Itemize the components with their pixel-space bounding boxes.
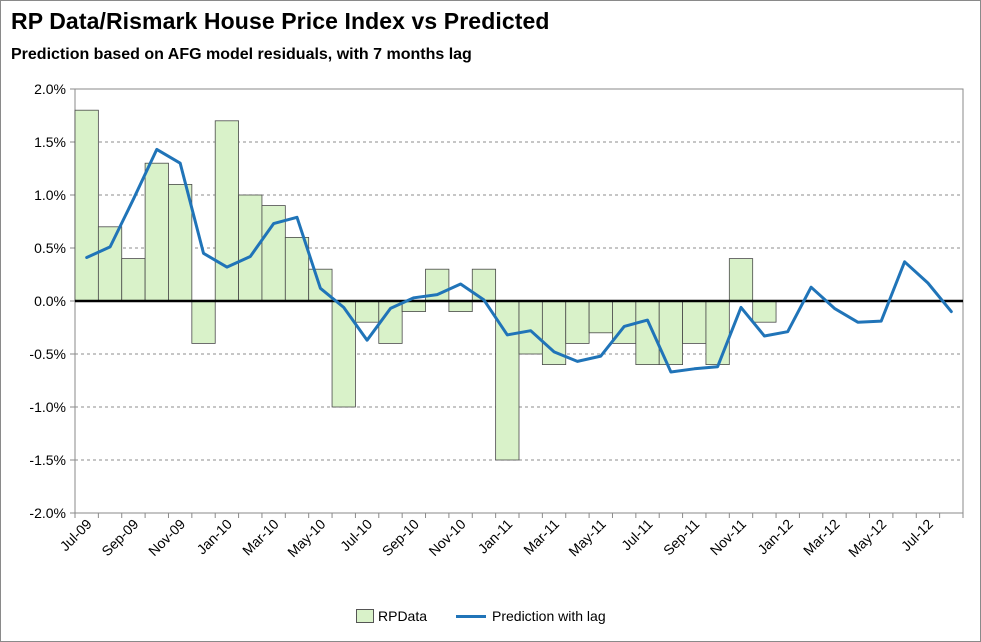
x-tick-label: Nov-10: [425, 516, 468, 559]
chart-title: RP Data/Rismark House Price Index vs Pre…: [11, 8, 550, 34]
y-tick-label: 0.5%: [34, 240, 66, 256]
y-tick-label: -1.5%: [29, 452, 66, 468]
prediction-line: [85, 147, 953, 374]
y-tick-label: 2.0%: [34, 81, 66, 97]
x-tick-label: Sep-11: [660, 516, 703, 559]
bar-Jul-09: [74, 109, 99, 302]
x-tick-label: Jul-10: [337, 516, 375, 554]
bar-Nov-09: [168, 183, 193, 302]
x-tick-label: Jul-09: [57, 516, 95, 554]
y-tick-label: -1.0%: [29, 399, 66, 415]
bar-Sep-09: [121, 258, 146, 302]
x-tick-label: Jul-11: [618, 516, 656, 554]
x-tick-label: Sep-09: [98, 516, 141, 559]
chart-legend: RPData Prediction with lag: [0, 606, 981, 626]
x-tick-label: May-10: [284, 516, 328, 560]
bar-Feb-11: [518, 300, 543, 355]
legend-item-rpdata: RPData: [356, 606, 427, 626]
y-tick-label: -0.5%: [29, 346, 66, 362]
y-tick-label: 1.0%: [34, 187, 66, 203]
x-tick-label: Jan-10: [193, 516, 235, 558]
x-tick-label: May-12: [845, 516, 889, 560]
bar-Dec-09: [191, 300, 216, 344]
y-tick-label: 0.0%: [34, 293, 66, 309]
legend-item-prediction: Prediction with lag: [456, 606, 606, 626]
bar-Jul-11: [635, 300, 660, 365]
x-tick-label: Nov-09: [145, 516, 188, 559]
bar-Dec-11: [752, 300, 777, 323]
bar-Apr-11: [565, 300, 590, 344]
bar-Feb-10: [238, 194, 263, 302]
x-tick-label: Jul-12: [898, 516, 936, 554]
bar-May-11: [588, 300, 613, 334]
bar-Oct-09: [144, 162, 169, 302]
x-tick-label: Sep-10: [379, 516, 422, 559]
chart-subtitle: Prediction based on AFG model residuals,…: [11, 46, 472, 63]
x-tick-label: Nov-11: [707, 516, 750, 559]
legend-swatch-bar: [356, 609, 374, 623]
x-tick-label: Mar-10: [239, 516, 282, 559]
bar-Apr-10: [284, 236, 310, 302]
bar-Aug-09: [97, 226, 123, 302]
x-tick-label: Mar-12: [800, 516, 843, 559]
bar-Oct-11: [705, 300, 730, 365]
bar-Nov-11: [728, 258, 754, 302]
bar-Nov-10: [448, 300, 473, 313]
legend-label-prediction: Prediction with lag: [492, 608, 606, 624]
x-tick-label: Mar-11: [520, 516, 562, 558]
legend-swatch-line: [456, 614, 486, 618]
bar-Dec-10: [471, 268, 497, 302]
x-tick-label: May-11: [565, 516, 609, 560]
x-tick-label: Jan-11: [475, 516, 516, 557]
bar-Sep-11: [682, 300, 707, 344]
y-tick-label: -2.0%: [29, 505, 66, 521]
x-tick-label: Jan-12: [754, 516, 796, 558]
bar-Jan-10: [214, 120, 239, 302]
bar-Jul-10: [355, 300, 380, 323]
legend-label-rpdata: RPData: [378, 608, 428, 624]
y-tick-label: 1.5%: [34, 134, 66, 150]
